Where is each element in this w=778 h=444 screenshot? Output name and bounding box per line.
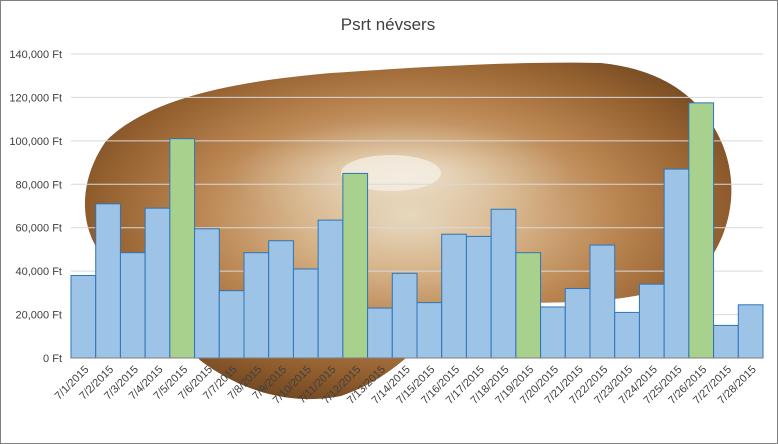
bar-7-10-2015 [292,268,319,359]
bar-7-16-2015 [441,233,467,359]
bar-7-11-2015 [317,219,344,359]
bar-7-1-2015 [70,274,97,359]
bar-7-21-2015 [564,288,591,359]
bar-7-8-2015 [243,252,270,359]
bar-7-20-2015 [540,306,566,359]
bar-7-28-2015 [737,304,764,359]
y-tick-label: 100,000 Ft [9,136,62,148]
bar-7-14-2015 [391,272,418,359]
bar-7-13-2015 [367,307,393,359]
bar-7-5-2015 [169,138,196,359]
bar-7-12-2015 [342,172,369,359]
bar-7-25-2015 [663,168,690,359]
y-tick-label: 0 Ft [43,353,62,365]
bar-7-23-2015 [614,311,640,359]
bar-7-6-2015 [194,228,220,359]
bars [70,102,764,359]
bar-7-15-2015 [416,302,443,359]
bar-7-24-2015 [638,283,665,359]
bar-7-19-2015 [515,252,542,359]
y-tick-label: 20,000 Ft [16,310,62,322]
x-axis-tick-labels: 7/1/20157/2/20157/3/20157/4/20157/5/2015… [53,364,759,407]
bar-7-17-2015 [465,235,492,359]
bar-7-18-2015 [490,208,517,359]
bar-7-4-2015 [144,207,171,359]
y-tick-label: 140,000 Ft [9,49,62,61]
y-tick-label: 80,000 Ft [16,179,62,191]
y-tick-label: 60,000 Ft [16,223,62,235]
bar-7-2-2015 [95,203,121,359]
bar-7-3-2015 [119,252,146,359]
bar-7-26-2015 [688,102,715,359]
y-tick-label: 40,000 Ft [16,266,62,278]
bar-7-27-2015 [713,324,739,359]
chart-title: Psrt névsers [341,15,435,34]
bar-7-7-2015 [218,290,245,359]
bar-7-9-2015 [268,240,294,359]
bar-7-22-2015 [589,244,616,359]
y-axis-tick-labels: 0 Ft 20,000 Ft 40,000 Ft 60,000 Ft 80,000 Ft… [9,49,62,365]
y-tick-label: 120,000 Ft [9,92,62,104]
